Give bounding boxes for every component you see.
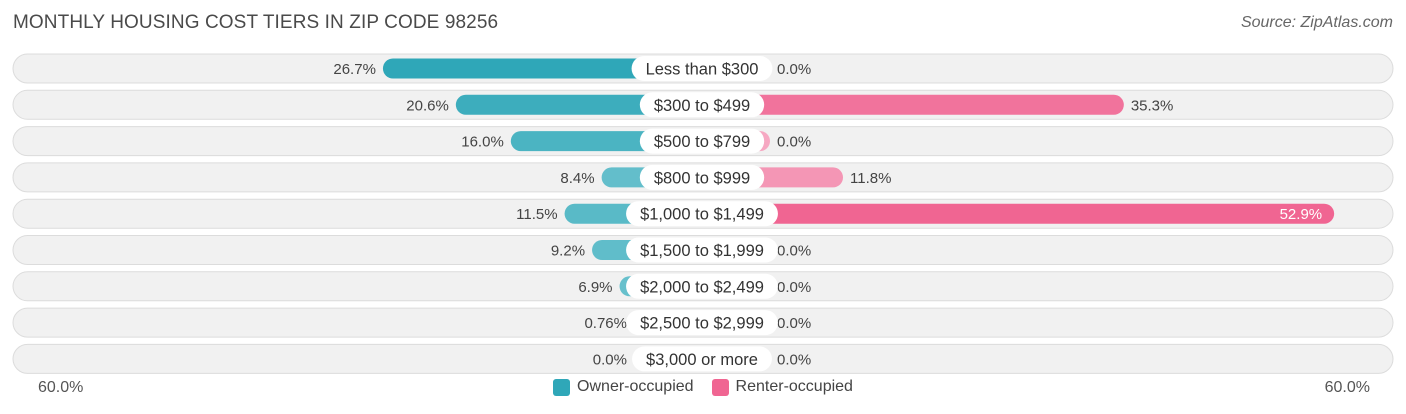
value-label-owner: 20.6%: [406, 97, 449, 114]
category-pill: [639, 92, 765, 118]
category-pill: [631, 56, 773, 81]
legend-swatch-renter: [711, 378, 729, 396]
value-label-renter: 0.0%: [777, 134, 811, 151]
value-label-renter: 11.8%: [850, 170, 891, 187]
value-label-renter: 0.0%: [777, 243, 811, 260]
value-label-renter: 35.3%: [1131, 97, 1174, 114]
category-pill: [626, 201, 778, 227]
category-pill: [626, 237, 778, 263]
value-label-renter: 52.9%: [1280, 206, 1323, 223]
chart-row: 0.0% 0.0% $3,000 or more: [12, 343, 1394, 374]
source-credit: Source: ZipAtlas.com: [1240, 14, 1393, 31]
value-label-owner: 26.7%: [333, 61, 376, 78]
value-label-owner: 16.0%: [461, 134, 504, 151]
category-label: $300 to $499: [654, 97, 750, 115]
value-label-owner: 8.4%: [560, 170, 594, 187]
legend: Owner-occupied Renter-occupied: [0, 378, 1406, 396]
axis-right-label: 60.0%: [1324, 379, 1370, 396]
chart-row: 6.9% 0.0% $2,000 to $2,499: [12, 271, 1394, 302]
legend-swatch-owner: [553, 378, 571, 396]
diverging-bar-chart: 26.7% 0.0% Less than $300 20.6% 35.3% $300 to…: [12, 53, 1394, 374]
category-pill: [639, 128, 765, 154]
category-pill: [626, 310, 778, 336]
chart-row: 26.7% 0.0% Less than $300: [12, 53, 1394, 84]
category-pill: [632, 346, 772, 372]
legend-item-renter: Renter-occupied: [711, 378, 853, 396]
category-label: $1,000 to $1,499: [640, 206, 764, 224]
category-label: $2,500 to $2,999: [640, 315, 764, 333]
category-label: Less than $300: [646, 61, 759, 79]
category-label: $800 to $999: [654, 169, 750, 187]
axis-left-label: 60.0%: [38, 379, 84, 396]
legend-label-renter: Renter-occupied: [735, 378, 853, 395]
value-label-renter: 0.0%: [777, 61, 811, 78]
chart-row: 20.6% 35.3% $300 to $499: [12, 89, 1394, 120]
category-label: $3,000 or more: [646, 351, 758, 369]
value-label-owner: 11.5%: [516, 206, 557, 223]
category-label: $1,500 to $1,999: [640, 242, 764, 260]
value-label-owner: 0.76%: [584, 315, 627, 332]
chart-row: 9.2% 0.0% $1,500 to $1,999: [12, 235, 1394, 265]
category-pill: [626, 273, 778, 299]
category-pill: [639, 164, 765, 190]
bar-renter: [702, 94, 1124, 115]
legend-item-owner: Owner-occupied: [553, 378, 694, 396]
bar-owner: [382, 58, 702, 79]
value-label-owner: 6.9%: [578, 279, 612, 296]
category-label: $500 to $799: [654, 133, 750, 151]
bar-renter: [702, 203, 1335, 224]
value-label-owner: 0.0%: [593, 351, 627, 368]
chart-row: 11.5% 52.9% $1,000 to $1,499: [12, 198, 1394, 229]
value-label-renter: 0.0%: [777, 351, 811, 368]
bar-owner: [455, 94, 702, 115]
chart-row: 16.0% 0.0% $500 to $799: [12, 126, 1394, 157]
value-label-renter: 0.0%: [777, 279, 811, 296]
value-label-owner: 9.2%: [551, 243, 585, 260]
chart-title: MONTHLY HOUSING COST TIERS IN ZIP CODE 9…: [13, 12, 499, 33]
value-label-renter: 0.0%: [777, 315, 811, 332]
chart-row: 0.76% 0.0% $2,500 to $2,999: [12, 307, 1394, 338]
category-label: $2,000 to $2,499: [640, 278, 764, 296]
legend-label-owner: Owner-occupied: [577, 378, 694, 395]
chart-row: 8.4% 11.8% $800 to $999: [12, 162, 1394, 193]
